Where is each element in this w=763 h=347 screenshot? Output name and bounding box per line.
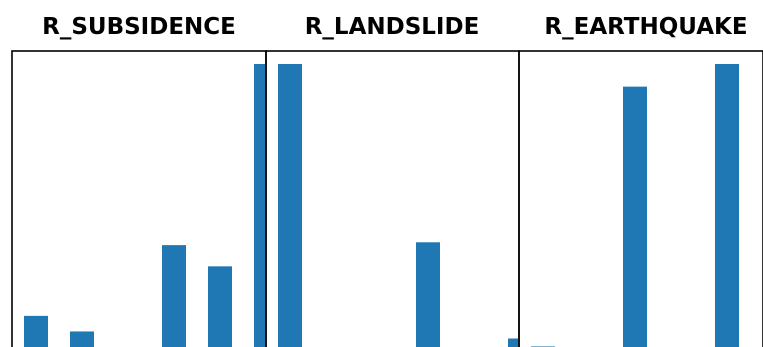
bar	[24, 315, 48, 347]
bar	[208, 266, 232, 347]
panel-r_subsidence: R_SUBSIDENCE	[11, 14, 267, 347]
bar	[254, 64, 265, 347]
bar-group	[278, 64, 518, 347]
panel-frame	[265, 50, 520, 347]
bar	[416, 242, 440, 347]
bar-group	[24, 64, 265, 347]
bar-group	[531, 64, 739, 347]
panel-title: R_LANDSLIDE	[305, 14, 480, 40]
bar	[623, 86, 647, 347]
panel-title: R_EARTHQUAKE	[544, 14, 747, 40]
bar	[70, 331, 94, 347]
bar	[715, 64, 739, 347]
panel-title: R_SUBSIDENCE	[42, 14, 236, 40]
panel-frame	[518, 50, 763, 347]
bar	[508, 338, 518, 347]
bar	[278, 64, 302, 347]
bar	[162, 245, 186, 347]
panel-r_earthquake: R_EARTHQUAKE	[518, 14, 763, 347]
panel-r_landslide: R_LANDSLIDE	[265, 14, 520, 347]
